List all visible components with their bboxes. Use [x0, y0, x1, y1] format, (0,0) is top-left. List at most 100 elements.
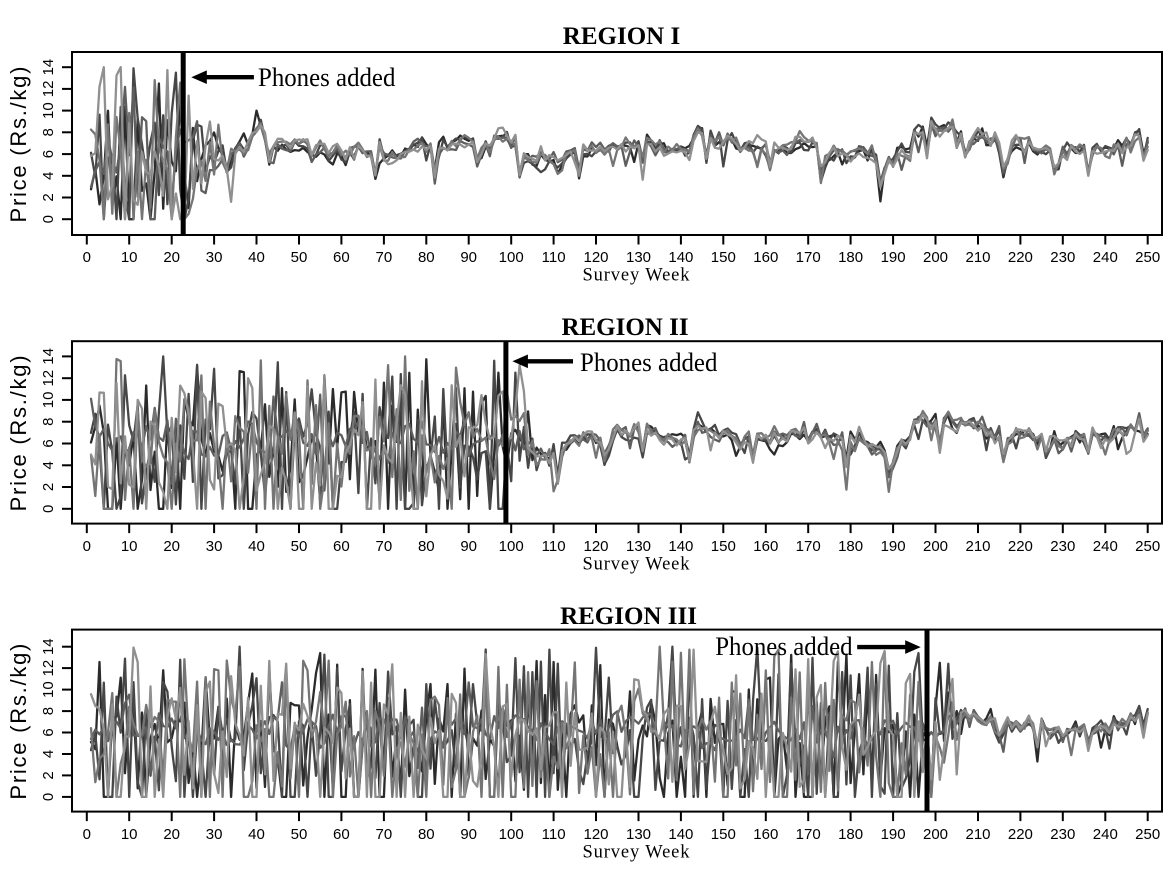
svg-text:230: 230	[1050, 826, 1075, 843]
svg-text:Survey Week: Survey Week	[583, 266, 691, 286]
svg-text:4: 4	[40, 172, 57, 180]
svg-text:110: 110	[542, 826, 566, 843]
svg-text:140: 140	[668, 826, 693, 843]
svg-text:2: 2	[40, 771, 57, 779]
svg-text:110: 110	[542, 249, 566, 266]
svg-text:50: 50	[291, 826, 308, 843]
svg-text:10: 10	[121, 249, 138, 266]
svg-text:14: 14	[40, 59, 57, 76]
svg-text:210: 210	[965, 249, 990, 266]
svg-text:130: 130	[626, 249, 651, 266]
svg-text:60: 60	[333, 249, 350, 266]
svg-text:40: 40	[248, 538, 265, 555]
svg-text:6: 6	[40, 728, 57, 736]
svg-text:250: 250	[1135, 249, 1160, 266]
svg-text:170: 170	[796, 249, 821, 266]
svg-text:170: 170	[796, 826, 821, 843]
svg-text:REGION III: REGION III	[560, 603, 697, 630]
svg-text:120: 120	[583, 826, 608, 843]
svg-text:30: 30	[206, 538, 223, 555]
svg-text:50: 50	[291, 249, 308, 266]
svg-text:140: 140	[668, 538, 693, 555]
svg-text:20: 20	[163, 538, 180, 555]
svg-text:220: 220	[1008, 538, 1033, 555]
svg-text:240: 240	[1093, 826, 1118, 843]
svg-text:100: 100	[499, 538, 524, 555]
svg-text:240: 240	[1093, 538, 1118, 555]
svg-text:REGION I: REGION I	[563, 23, 680, 50]
svg-text:190: 190	[881, 249, 906, 266]
svg-text:4: 4	[40, 750, 57, 758]
svg-text:180: 180	[838, 538, 863, 555]
svg-text:60: 60	[333, 826, 350, 843]
svg-text:10: 10	[40, 681, 57, 698]
svg-text:Survey Week: Survey Week	[583, 843, 691, 863]
svg-text:10: 10	[40, 102, 57, 119]
svg-text:130: 130	[626, 826, 651, 843]
svg-text:80: 80	[418, 249, 435, 266]
svg-text:240: 240	[1093, 249, 1118, 266]
svg-text:190: 190	[881, 538, 906, 555]
svg-text:220: 220	[1008, 249, 1033, 266]
svg-text:10: 10	[121, 826, 138, 843]
svg-text:200: 200	[923, 249, 948, 266]
svg-text:Price (Rs./kg): Price (Rs./kg)	[6, 67, 31, 223]
svg-text:120: 120	[583, 249, 608, 266]
svg-text:Phones added: Phones added	[580, 347, 717, 377]
svg-text:0: 0	[40, 793, 57, 801]
svg-text:2: 2	[40, 193, 57, 201]
svg-text:6: 6	[40, 439, 57, 447]
svg-text:10: 10	[40, 392, 57, 409]
svg-text:14: 14	[40, 638, 57, 655]
svg-text:230: 230	[1050, 249, 1075, 266]
svg-text:180: 180	[838, 249, 863, 266]
svg-text:Price (Rs./kg): Price (Rs./kg)	[6, 355, 31, 511]
svg-text:160: 160	[753, 538, 778, 555]
svg-text:12: 12	[40, 660, 57, 677]
svg-text:6: 6	[40, 150, 57, 158]
svg-text:0: 0	[83, 826, 91, 843]
svg-text:30: 30	[206, 826, 223, 843]
svg-text:40: 40	[248, 826, 265, 843]
svg-text:10: 10	[121, 538, 138, 555]
svg-text:220: 220	[1008, 826, 1033, 843]
svg-text:100: 100	[499, 826, 524, 843]
svg-text:140: 140	[668, 249, 693, 266]
svg-text:40: 40	[248, 249, 265, 266]
svg-text:8: 8	[40, 128, 57, 136]
svg-text:14: 14	[40, 348, 57, 365]
svg-text:8: 8	[40, 418, 57, 426]
svg-text:2: 2	[40, 483, 57, 491]
svg-text:0: 0	[40, 505, 57, 513]
svg-text:70: 70	[376, 826, 393, 843]
svg-text:130: 130	[626, 538, 651, 555]
svg-text:80: 80	[418, 826, 435, 843]
svg-text:210: 210	[965, 826, 990, 843]
svg-text:0: 0	[83, 249, 91, 266]
svg-text:150: 150	[711, 538, 736, 555]
svg-text:200: 200	[923, 826, 948, 843]
svg-text:230: 230	[1050, 538, 1075, 555]
svg-text:REGION II: REGION II	[561, 314, 688, 341]
svg-text:Price (Rs./kg): Price (Rs./kg)	[6, 644, 31, 800]
svg-text:Phones added: Phones added	[715, 631, 852, 661]
svg-text:80: 80	[418, 538, 435, 555]
svg-text:250: 250	[1135, 538, 1160, 555]
svg-text:200: 200	[923, 538, 948, 555]
svg-text:70: 70	[376, 538, 393, 555]
svg-text:8: 8	[40, 707, 57, 715]
svg-text:120: 120	[583, 538, 608, 555]
svg-text:30: 30	[206, 249, 223, 266]
svg-text:90: 90	[460, 249, 477, 266]
svg-text:0: 0	[83, 538, 91, 555]
svg-text:100: 100	[499, 249, 524, 266]
svg-text:210: 210	[965, 538, 990, 555]
svg-text:20: 20	[163, 826, 180, 843]
svg-text:250: 250	[1135, 826, 1160, 843]
svg-text:Phones added: Phones added	[258, 62, 395, 92]
svg-text:190: 190	[881, 826, 906, 843]
svg-text:0: 0	[40, 215, 57, 223]
svg-text:90: 90	[460, 826, 477, 843]
svg-text:160: 160	[753, 249, 778, 266]
svg-text:150: 150	[711, 249, 736, 266]
